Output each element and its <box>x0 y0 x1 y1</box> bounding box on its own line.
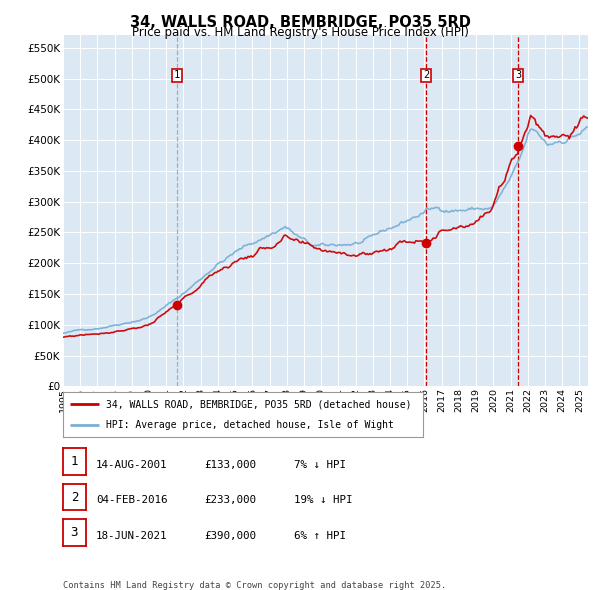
Text: 14-AUG-2001: 14-AUG-2001 <box>96 460 167 470</box>
Text: £390,000: £390,000 <box>204 531 256 540</box>
Text: 34, WALLS ROAD, BEMBRIDGE, PO35 5RD: 34, WALLS ROAD, BEMBRIDGE, PO35 5RD <box>130 15 470 30</box>
Text: HPI: Average price, detached house, Isle of Wight: HPI: Average price, detached house, Isle… <box>106 419 394 430</box>
Text: 2: 2 <box>423 70 429 80</box>
Text: £133,000: £133,000 <box>204 460 256 470</box>
Text: 3: 3 <box>515 70 521 80</box>
Text: Price paid vs. HM Land Registry's House Price Index (HPI): Price paid vs. HM Land Registry's House … <box>131 26 469 39</box>
Text: 3: 3 <box>71 526 78 539</box>
Text: Contains HM Land Registry data © Crown copyright and database right 2025.
This d: Contains HM Land Registry data © Crown c… <box>63 581 446 590</box>
Text: 7% ↓ HPI: 7% ↓ HPI <box>294 460 346 470</box>
Text: 1: 1 <box>71 455 78 468</box>
Text: 1: 1 <box>174 70 180 80</box>
Text: 2: 2 <box>71 490 78 504</box>
Text: 19% ↓ HPI: 19% ↓ HPI <box>294 496 353 505</box>
Text: 18-JUN-2021: 18-JUN-2021 <box>96 531 167 540</box>
Text: 34, WALLS ROAD, BEMBRIDGE, PO35 5RD (detached house): 34, WALLS ROAD, BEMBRIDGE, PO35 5RD (det… <box>106 399 412 409</box>
Text: 04-FEB-2016: 04-FEB-2016 <box>96 496 167 505</box>
Text: £233,000: £233,000 <box>204 496 256 505</box>
Text: 6% ↑ HPI: 6% ↑ HPI <box>294 531 346 540</box>
